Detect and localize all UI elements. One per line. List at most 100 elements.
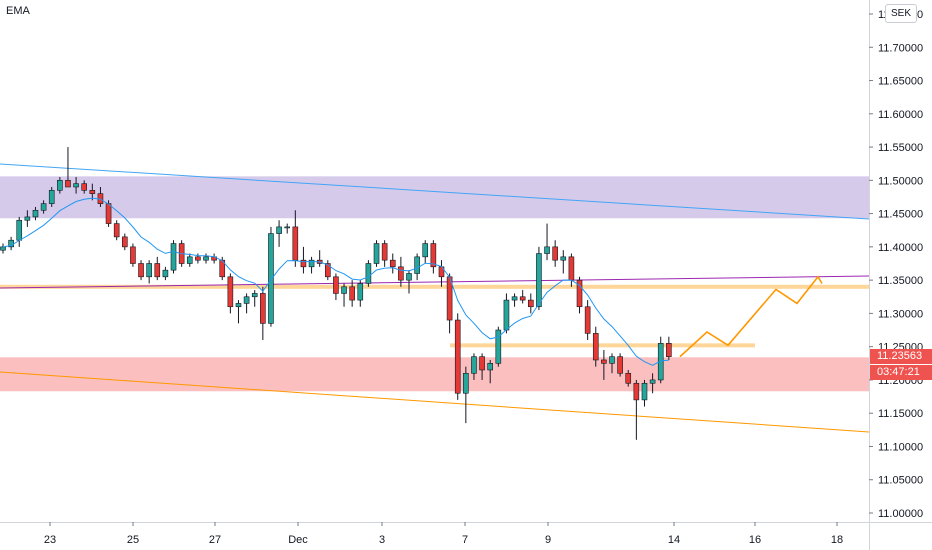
price-tick-label: 11.55000: [878, 142, 923, 154]
candle-body: [122, 236, 128, 248]
time-tick-label: 3: [379, 534, 385, 546]
candle-body: [389, 259, 396, 268]
time-tick-label: Dec: [288, 534, 308, 546]
candle-body: [243, 296, 250, 304]
time-tick-label: 14: [668, 534, 680, 546]
candles-layer: [0, 147, 672, 440]
projection-path: [679, 275, 823, 358]
candle-body: [113, 223, 120, 238]
time-tick-label: 7: [462, 534, 468, 546]
orange-band-upper: [0, 284, 869, 289]
orange-band-lower: [450, 343, 755, 348]
candle-body: [576, 279, 583, 308]
price-tick-label: 11.00000: [878, 508, 923, 520]
candle-body: [601, 359, 607, 364]
candle-body: [260, 293, 266, 324]
indicator-label[interactable]: EMA: [6, 5, 30, 17]
descending-trendline-lower: [0, 371, 870, 433]
zones-layer: [0, 176, 869, 392]
candle-body: [81, 183, 87, 191]
candle-body: [73, 183, 79, 188]
candle-body: [552, 246, 558, 261]
ema-line: [2, 197, 669, 366]
candle-body: [235, 303, 242, 308]
candle-body: [568, 256, 575, 281]
candle-body: [0, 246, 6, 251]
countdown-tag: 03:47:21: [870, 365, 932, 380]
price-tick-label: 11.70000: [878, 42, 923, 54]
price-tick-label: 11.10000: [878, 441, 923, 453]
candle-body: [544, 246, 550, 254]
candle-body: [592, 333, 599, 361]
candle-body: [560, 256, 567, 261]
candle-body: [430, 243, 437, 268]
candle-body: [609, 356, 615, 364]
candle-body: [195, 256, 201, 261]
candle-body: [170, 243, 177, 271]
price-axis[interactable]: 11.7500011.7000011.6500011.6000011.55000…: [869, 9, 923, 520]
last-price-tag: 11.23563: [870, 349, 932, 364]
candle-body: [227, 276, 234, 308]
candle-body: [186, 256, 193, 264]
time-tick-label: 9: [545, 534, 551, 546]
trendlines-layer: [0, 163, 870, 433]
candle-body: [357, 283, 364, 301]
candle-body: [381, 243, 388, 261]
price-tick-label: 11.50000: [878, 175, 923, 187]
candle-body: [308, 259, 315, 268]
candle-body: [89, 190, 96, 194]
time-axis[interactable]: 23 25 27 Dec 3 7 9 14 16 18: [44, 522, 843, 546]
price-tick-label: 11.65000: [878, 76, 923, 88]
price-tick-label: 11.15000: [878, 408, 923, 420]
candle-body: [65, 180, 71, 188]
candle-body: [333, 276, 339, 294]
time-tick-label: 18: [831, 534, 843, 546]
candle-body: [349, 286, 355, 301]
candle-body: [251, 293, 258, 298]
candle-body: [24, 216, 31, 221]
candle-body: [463, 372, 469, 394]
candle-body: [154, 263, 161, 278]
price-tick-label: 11.45000: [878, 209, 923, 221]
currency-badge[interactable]: SEK: [885, 4, 917, 23]
time-tick-label: 25: [127, 534, 139, 546]
candle-body: [625, 372, 632, 384]
candle-body: [40, 203, 47, 211]
candle-body: [146, 263, 152, 278]
candle-body: [454, 319, 461, 394]
candle-body: [276, 226, 282, 234]
candle-body: [414, 256, 420, 274]
candle-body: [495, 329, 502, 364]
candle-body: [130, 246, 136, 264]
candle-body: [300, 259, 307, 268]
candle-body: [292, 226, 299, 261]
candle-body: [471, 356, 477, 374]
candle-body: [268, 233, 274, 324]
candle-body: [479, 356, 485, 371]
price-tick-label: 11.60000: [878, 109, 923, 121]
time-tick-label: 16: [749, 534, 761, 546]
candle-body: [138, 263, 144, 278]
candle-body: [32, 209, 39, 218]
candle-body: [633, 382, 640, 401]
price-tick-label: 11.30000: [878, 308, 923, 320]
purple-zone: [0, 176, 869, 219]
time-tick-label: 23: [44, 534, 56, 546]
candle-body: [487, 362, 494, 371]
candle-body: [649, 379, 656, 384]
candle-body: [503, 299, 510, 331]
candle-body: [584, 306, 591, 334]
rising-trendline: [0, 275, 870, 289]
time-tick-label: 27: [209, 534, 221, 546]
candle-body: [536, 253, 542, 308]
candle-body: [511, 296, 518, 301]
candle-body: [666, 343, 672, 357]
candle-body: [57, 180, 63, 191]
candle-body: [105, 203, 112, 224]
candle-body: [657, 343, 664, 381]
candle-body: [527, 299, 534, 308]
candle-body: [365, 263, 372, 284]
candle-body: [641, 382, 648, 401]
candle-body: [422, 243, 429, 258]
